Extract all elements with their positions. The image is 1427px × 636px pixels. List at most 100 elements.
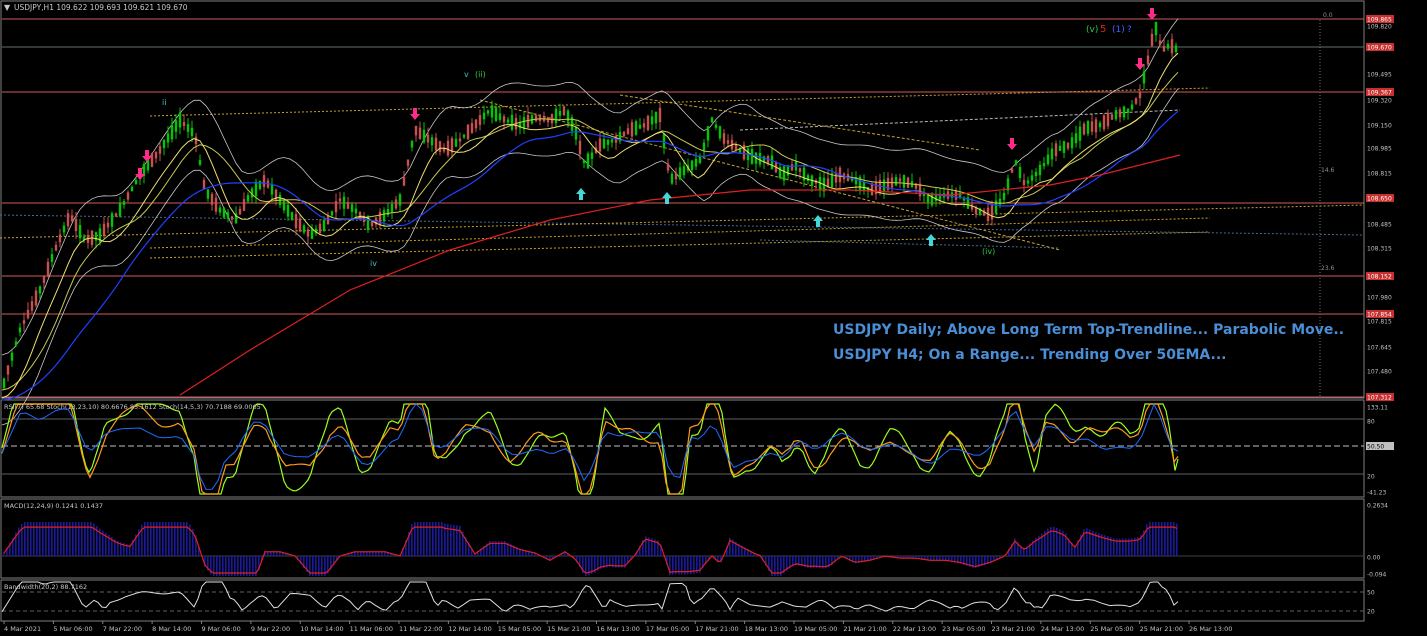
price-label: 108.485: [1367, 222, 1392, 229]
macd-hist-bar: [30, 522, 32, 556]
candle-body: [510, 114, 514, 130]
macd-hist-bar: [825, 556, 827, 569]
time-label: 10 Mar 14:00: [300, 625, 343, 633]
price-label-bg: [1366, 194, 1394, 202]
macd-hist-bar: [648, 537, 650, 556]
candle-body: [1066, 142, 1070, 149]
candle-body: [938, 193, 942, 200]
candle-body: [1090, 121, 1094, 132]
candle-body: [606, 139, 610, 145]
main-chart-panel[interactable]: [0, 0, 1365, 399]
macd-signal-line: [3, 526, 1178, 574]
macd-hist-bar: [852, 556, 854, 563]
candle-body: [1098, 122, 1102, 128]
macd-hist-bar: [102, 530, 104, 556]
macd-hist-bar: [963, 556, 965, 565]
macd-hist-bar: [39, 522, 41, 556]
bandwidth-panel[interactable]: [0, 579, 1365, 622]
macd-hist-bar: [108, 534, 110, 556]
candle-body: [1134, 98, 1138, 104]
macd-hist-bar: [600, 556, 602, 569]
macd-hist-bar: [138, 529, 140, 556]
time-label: 12 Mar 14:00: [448, 625, 491, 633]
macd-hist-bar: [606, 556, 608, 568]
candle-body: [770, 155, 774, 170]
macd-hist-bar: [594, 556, 596, 573]
candle-body: [58, 234, 62, 243]
candle-body: [1042, 163, 1046, 167]
macd-hist-bar: [1065, 533, 1067, 556]
header-arrow-icon[interactable]: ▼: [4, 3, 11, 12]
macd-hist-bar: [501, 541, 503, 556]
candle-body: [834, 172, 838, 183]
macd-hist-bar: [423, 522, 425, 556]
macd-hist-bar: [96, 526, 98, 556]
macd-hist-bar: [1041, 533, 1043, 556]
macd-hist-bar: [1167, 522, 1169, 556]
ema50-line: [1, 110, 1179, 401]
candle-body: [1030, 175, 1034, 181]
macd-panel[interactable]: [0, 498, 1365, 579]
candle-body: [1106, 112, 1110, 127]
macd-hist-bar: [147, 522, 149, 556]
candle-body: [522, 117, 526, 130]
macd-hist-bar: [441, 522, 443, 556]
macd-hist-bar: [1053, 526, 1055, 556]
candle-body: [398, 194, 402, 206]
candle-body: [582, 159, 586, 164]
macd-hist-bar: [690, 556, 692, 575]
time-label: 16 Mar 13:00: [597, 625, 640, 633]
candle-body: [1110, 114, 1114, 120]
candle-body: [610, 139, 614, 143]
candle-body: [926, 193, 930, 203]
macd-hist-bar: [567, 553, 569, 556]
macd-hist-bar: [960, 556, 962, 564]
macd-hist-bar: [36, 522, 38, 556]
horizontal-levels: [2, 18, 1364, 398]
macd-hist-bar: [195, 535, 197, 556]
macd-hist-bar: [495, 541, 497, 556]
candle-body: [982, 210, 986, 216]
macd-hist-bar: [351, 552, 353, 556]
price-label: 107.645: [1367, 345, 1392, 352]
candle-body: [1158, 40, 1162, 46]
macd-hist-bar: [462, 531, 464, 556]
macd-hist-bar: [1095, 531, 1097, 556]
time-label: 9 Mar 06:00: [202, 625, 241, 633]
stoch-panel[interactable]: [0, 399, 1365, 498]
candle-body: [662, 133, 666, 149]
candle-body: [918, 183, 922, 197]
price-label: 108.815: [1367, 171, 1392, 178]
candle-body: [930, 193, 934, 206]
candle-body: [386, 208, 390, 216]
candle-body: [602, 138, 606, 149]
price-label: 109.820: [1367, 24, 1392, 31]
macd-hist-bar: [846, 556, 848, 560]
candle-body: [862, 181, 866, 191]
macd-hist-bar: [1056, 527, 1058, 556]
candle-body: [1078, 126, 1082, 141]
macd-hist-bar: [1143, 530, 1145, 556]
candle-body: [994, 200, 998, 214]
candle-body: [402, 177, 406, 186]
macd-hist-bar: [129, 544, 131, 556]
macd-hist-bar: [1158, 522, 1160, 556]
macd-hist-bar: [636, 551, 638, 556]
macd-hist-bar: [381, 551, 383, 556]
macd-hist-bar: [87, 522, 89, 556]
candle-body: [490, 105, 494, 118]
macd-hist-bar: [21, 524, 23, 556]
macd-hist-bar: [15, 532, 17, 556]
macd-hist-bar: [879, 556, 881, 558]
macd-hist-bar: [918, 556, 920, 560]
price-label: 108.315: [1367, 246, 1392, 253]
candle-body: [54, 244, 58, 251]
ma-line-yellow-fast: [1, 52, 1179, 399]
price-label: 107.815: [1367, 319, 1392, 326]
macd-hist-bar: [528, 550, 530, 556]
macd-hist-bar: [972, 556, 974, 568]
candle-body: [518, 121, 522, 129]
fib-dotted-line: [149, 87, 1211, 117]
macd-hist-bar: [1104, 535, 1106, 556]
